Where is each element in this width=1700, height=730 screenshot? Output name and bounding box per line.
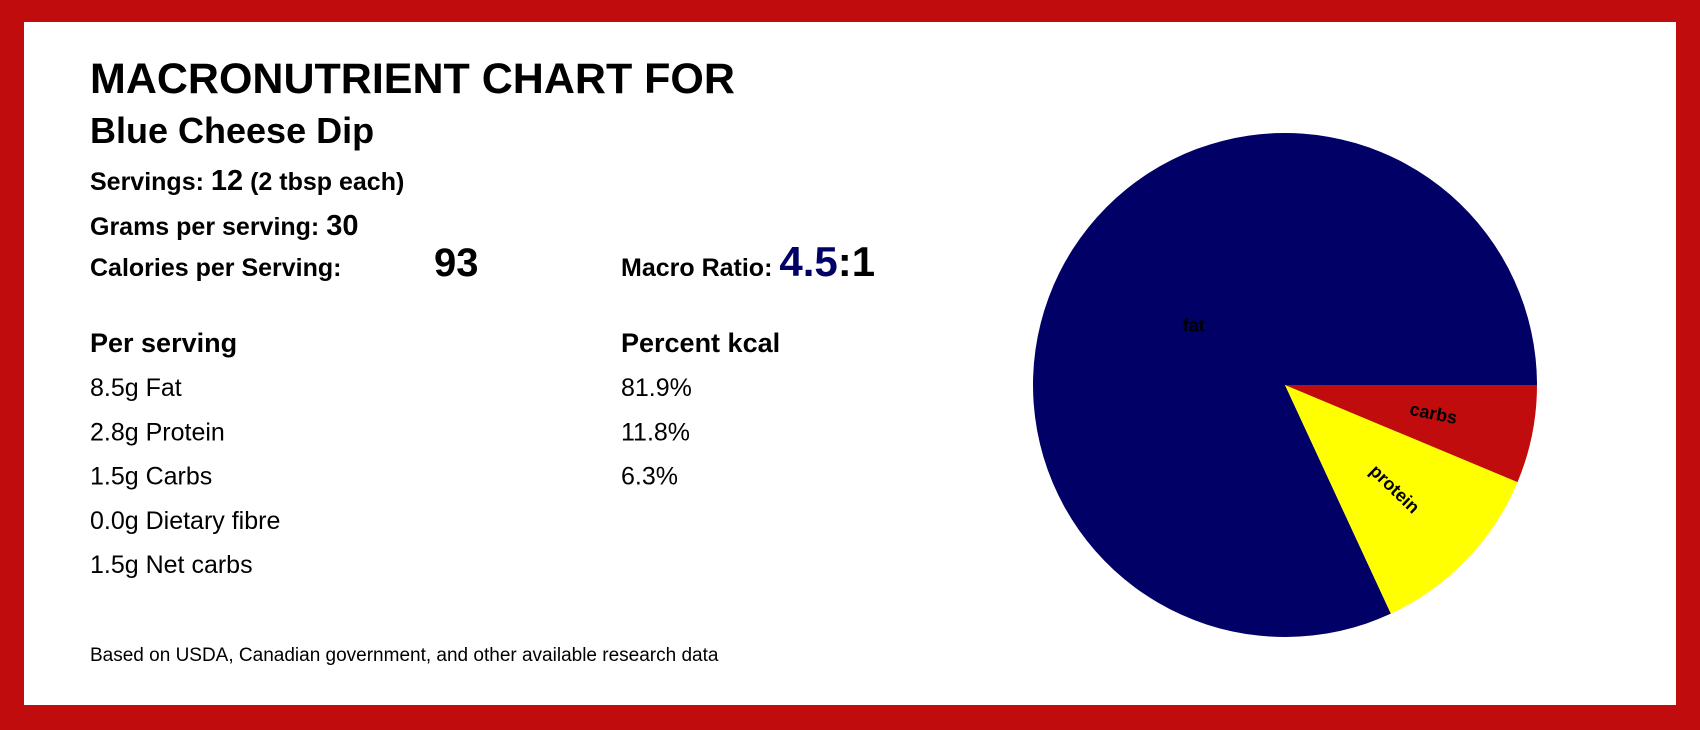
value: 4.5	[779, 238, 837, 285]
table-header: Percent kcal	[621, 328, 780, 358]
table-cell: 8.5g Fat	[90, 374, 182, 402]
label: Macro Ratio:	[621, 254, 772, 282]
table-cell: 11.8%	[621, 418, 690, 446]
table-cell: 0.0g Dietary fibre	[90, 507, 280, 535]
calories-label: Calories per Serving:	[90, 254, 341, 282]
footer: Based on USDA, Canadian government, and …	[90, 645, 719, 666]
label: Servings:	[90, 168, 204, 196]
note: (2 tbsp each)	[250, 168, 404, 196]
pie-slice	[1285, 385, 1518, 614]
label: Grams per serving:	[90, 213, 319, 241]
value: 30	[326, 210, 358, 242]
table-cell: 81.9%	[621, 374, 692, 402]
table-cell: 1.5g Carbs	[90, 463, 212, 491]
table-cell: 2.8g Protein	[90, 418, 225, 446]
value: 12	[211, 165, 243, 197]
suffix: :1	[838, 238, 875, 285]
table-body: 8.5g Fat 81.9% 2.8g Protein 11.8% 1.5g Carbs…	[90, 374, 692, 579]
subtitle: Blue Cheese Dip	[90, 110, 374, 151]
ratio: Macro Ratio: 4.5:1	[621, 238, 875, 285]
table-cell: 1.5g Net carbs	[90, 551, 253, 579]
slice-label: fat	[1183, 315, 1205, 335]
table-cell: 6.3%	[621, 463, 678, 491]
table-header: Per serving	[90, 328, 237, 358]
grams: Grams per serving: 30	[90, 210, 358, 242]
title: MACRONUTRIENT CHART FOR	[90, 55, 735, 103]
pie-slice	[1285, 385, 1537, 483]
servings: Servings: 12 (2 tbsp each)	[90, 165, 404, 197]
calories-value: 93	[434, 241, 479, 285]
